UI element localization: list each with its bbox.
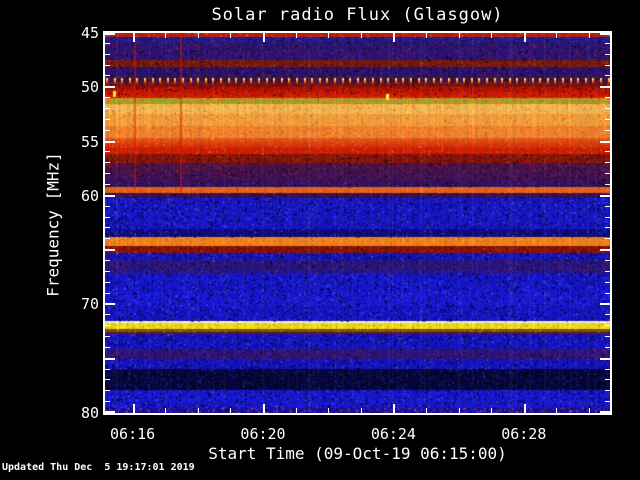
x-tick-label: 06:28 — [501, 425, 547, 443]
y-tick-label: 45 — [80, 24, 99, 42]
y-axis-label: Frequency [MHz] — [43, 152, 63, 297]
y-tick-label: 60 — [80, 186, 99, 205]
y-tick-label: 70 — [80, 295, 99, 314]
y-tick-label: 50 — [80, 78, 99, 97]
footer-updated-text: Updated Thu Dec 5 19:17:01 2019 — [2, 462, 195, 473]
x-tick-label: 06:20 — [240, 425, 286, 443]
x-tick-label: 06:16 — [110, 425, 156, 443]
plot-area — [103, 31, 612, 415]
chart-title: Solar radio Flux (Glasgow) — [211, 5, 504, 25]
y-tick-label: 80 — [80, 404, 99, 422]
x-axis-label: Start Time (09-Oct-19 06:15:00) — [208, 444, 507, 463]
spectrogram-canvas — [105, 33, 610, 413]
x-tick-label: 06:24 — [370, 425, 416, 443]
y-tick-label: 55 — [80, 132, 99, 151]
